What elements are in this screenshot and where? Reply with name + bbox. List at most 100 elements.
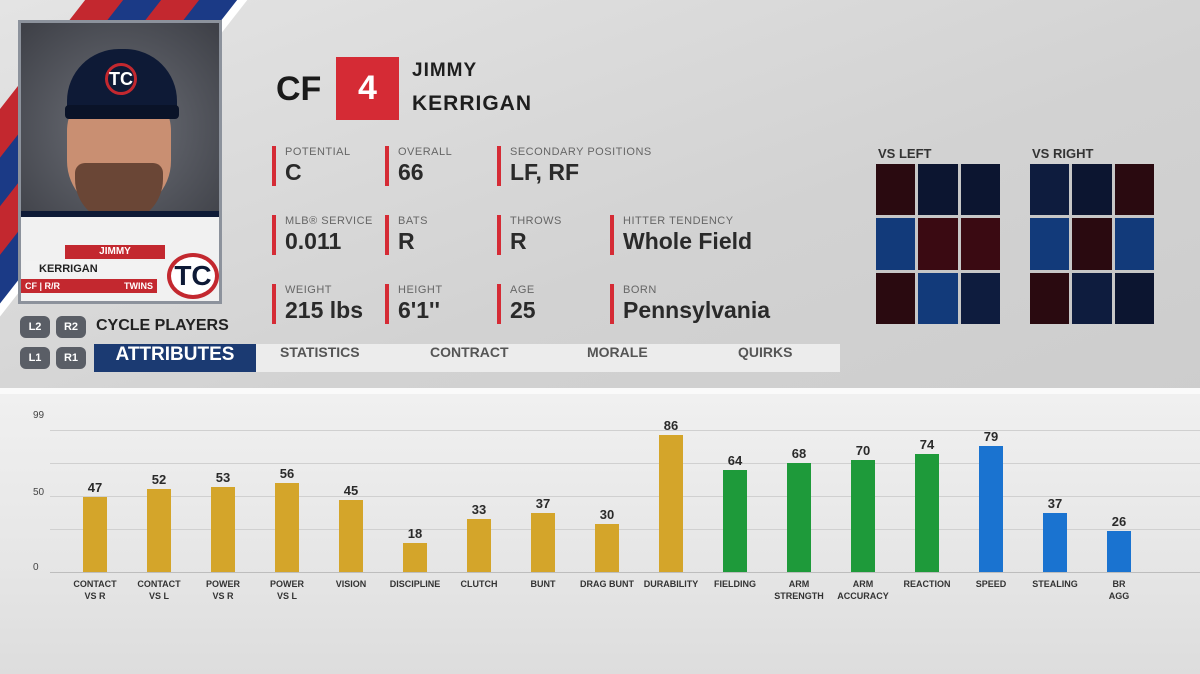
attribute-bar <box>979 445 1003 572</box>
card-pos: CF | R/R <box>25 281 61 291</box>
attribute-name-label: ARM STRENGTH <box>774 579 824 601</box>
info-overall: OVERALL 66 <box>385 146 452 186</box>
hot-zone-cell <box>876 164 916 216</box>
info-hitter-tendency: HITTER TENDENCY Whole Field <box>610 215 752 255</box>
hot-zone-cell <box>876 272 916 324</box>
player-position: CF <box>276 70 322 108</box>
attribute-name-label: SPEED <box>975 579 1007 589</box>
attribute-value-label: 37 <box>1047 495 1063 511</box>
attribute-value-label: 52 <box>151 472 167 487</box>
info-label: OVERALL <box>398 146 453 158</box>
cycle-players-label: CYCLE PLAYERS <box>96 317 229 334</box>
attribute-name-label: POWER VS R <box>205 579 240 601</box>
tab-attributes[interactable]: ATTRIBUTES <box>94 344 256 372</box>
info-label: POTENTIAL <box>285 146 351 158</box>
info-value: LF, RF <box>510 159 579 185</box>
attribute-value-label: 53 <box>215 470 231 486</box>
attribute-value-label: 30 <box>599 507 615 523</box>
info-label: SECONDARY POSITIONS <box>510 146 652 158</box>
info-height: HEIGHT 6'1'' <box>385 284 443 324</box>
attribute-name-label: STEALING <box>1032 579 1078 589</box>
info-label: BORN <box>623 284 657 296</box>
hot-zone-cell <box>960 218 1000 270</box>
hot-zone-cell <box>918 218 958 270</box>
attribute-value-label: 79 <box>983 428 999 444</box>
attribute-value-label: 86 <box>663 417 679 433</box>
info-born: BORN Pennsylvania <box>610 284 770 324</box>
info-value: 6'1'' <box>398 297 440 323</box>
attribute-name-label: VISION <box>335 579 367 589</box>
l2-button[interactable]: L2 <box>20 316 50 338</box>
tab-statistics[interactable]: STATISTICS <box>280 344 360 360</box>
attribute-bar <box>595 524 619 572</box>
r2-button[interactable]: R2 <box>56 316 86 338</box>
attribute-bar <box>723 469 747 572</box>
attribute-value-label: 37 <box>535 495 551 511</box>
hot-zone-cell <box>1114 164 1154 216</box>
card-last-name: KERRIGAN <box>25 261 185 277</box>
card-team: TWINS <box>124 281 153 291</box>
card-position-info: CF | R/R TWINS <box>21 279 157 293</box>
info-label: AGE <box>510 284 535 296</box>
r1-button[interactable]: R1 <box>56 347 86 369</box>
l1-button[interactable]: L1 <box>20 347 50 369</box>
attribute-value-label: 56 <box>279 465 295 481</box>
tab-quirks[interactable]: QUIRKS <box>738 344 793 360</box>
attribute-value-label: 64 <box>727 452 743 468</box>
attribute-name-label: DISCIPLINE <box>389 579 441 589</box>
info-label: MLB® SERVICE <box>285 215 373 227</box>
info-value: 0.011 <box>285 228 342 254</box>
attribute-bar <box>531 512 555 572</box>
attribute-value-label: 18 <box>407 526 423 542</box>
hot-zone-cell <box>1072 272 1112 324</box>
info-label: WEIGHT <box>285 284 332 296</box>
team-logo-icon: TC <box>167 253 219 299</box>
info-potential: POTENTIAL C <box>272 146 351 186</box>
hot-zone-cell <box>1030 218 1070 270</box>
attribute-value-label: 70 <box>855 443 871 459</box>
hot-zone-cell <box>1114 218 1154 270</box>
info-bats: BATS R <box>385 215 428 255</box>
info-throws: THROWS R <box>497 215 562 255</box>
vs-left-title: VS LEFT <box>878 146 932 161</box>
attribute-bar <box>659 434 683 572</box>
attribute-bar <box>915 453 939 572</box>
hot-zone-cell <box>918 272 958 324</box>
attribute-value-label: 74 <box>919 436 935 452</box>
attribute-name-label: FIELDING <box>714 579 756 589</box>
jersey-number: 4 <box>336 57 399 120</box>
vs-left-hot-zone-grid <box>876 164 1000 324</box>
info-label: HEIGHT <box>398 284 443 296</box>
attribute-value-label: 68 <box>791 446 807 462</box>
attribute-name-label: BUNT <box>530 579 556 589</box>
attribute-name-label: REACTION <box>903 579 951 589</box>
info-label: BATS <box>398 215 428 227</box>
attribute-bar <box>403 543 427 572</box>
vs-right-hot-zone-grid <box>1030 164 1154 324</box>
hot-zone-cell <box>1114 272 1154 324</box>
hot-zone-cell <box>1072 164 1112 216</box>
hot-zone-cell <box>1072 218 1112 270</box>
attribute-name-label: ARM ACCURACY <box>837 579 889 601</box>
hot-zone-cell <box>1030 164 1070 216</box>
attribute-bar <box>787 463 811 572</box>
info-value: 66 <box>398 159 424 185</box>
player-last-name: KERRIGAN <box>412 92 533 115</box>
attribute-value-label: 45 <box>343 483 359 499</box>
y-tick-0: 0 <box>33 562 39 573</box>
tab-morale[interactable]: MORALE <box>587 344 648 360</box>
attribute-bar <box>211 487 235 572</box>
vs-right-title: VS RIGHT <box>1032 146 1094 161</box>
info-label: THROWS <box>510 215 562 227</box>
attribute-bar <box>1043 512 1067 572</box>
info-value: Whole Field <box>623 228 753 254</box>
attribute-bar <box>339 500 363 572</box>
y-tick-99: 99 <box>33 410 45 421</box>
player-first-name: JIMMY <box>412 60 478 81</box>
y-tick-50: 50 <box>33 487 45 498</box>
card-first-name: JIMMY <box>65 245 165 259</box>
info-label: HITTER TENDENCY <box>623 215 734 227</box>
attribute-name-label: DURABILITY <box>643 579 699 589</box>
tab-contract[interactable]: CONTRACT <box>430 344 509 360</box>
hot-zone-cell <box>918 164 958 216</box>
